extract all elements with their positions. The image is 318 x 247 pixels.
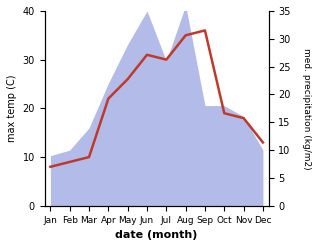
Y-axis label: max temp (C): max temp (C) — [7, 75, 17, 142]
Y-axis label: med. precipitation (kg/m2): med. precipitation (kg/m2) — [302, 48, 311, 169]
X-axis label: date (month): date (month) — [115, 230, 198, 240]
